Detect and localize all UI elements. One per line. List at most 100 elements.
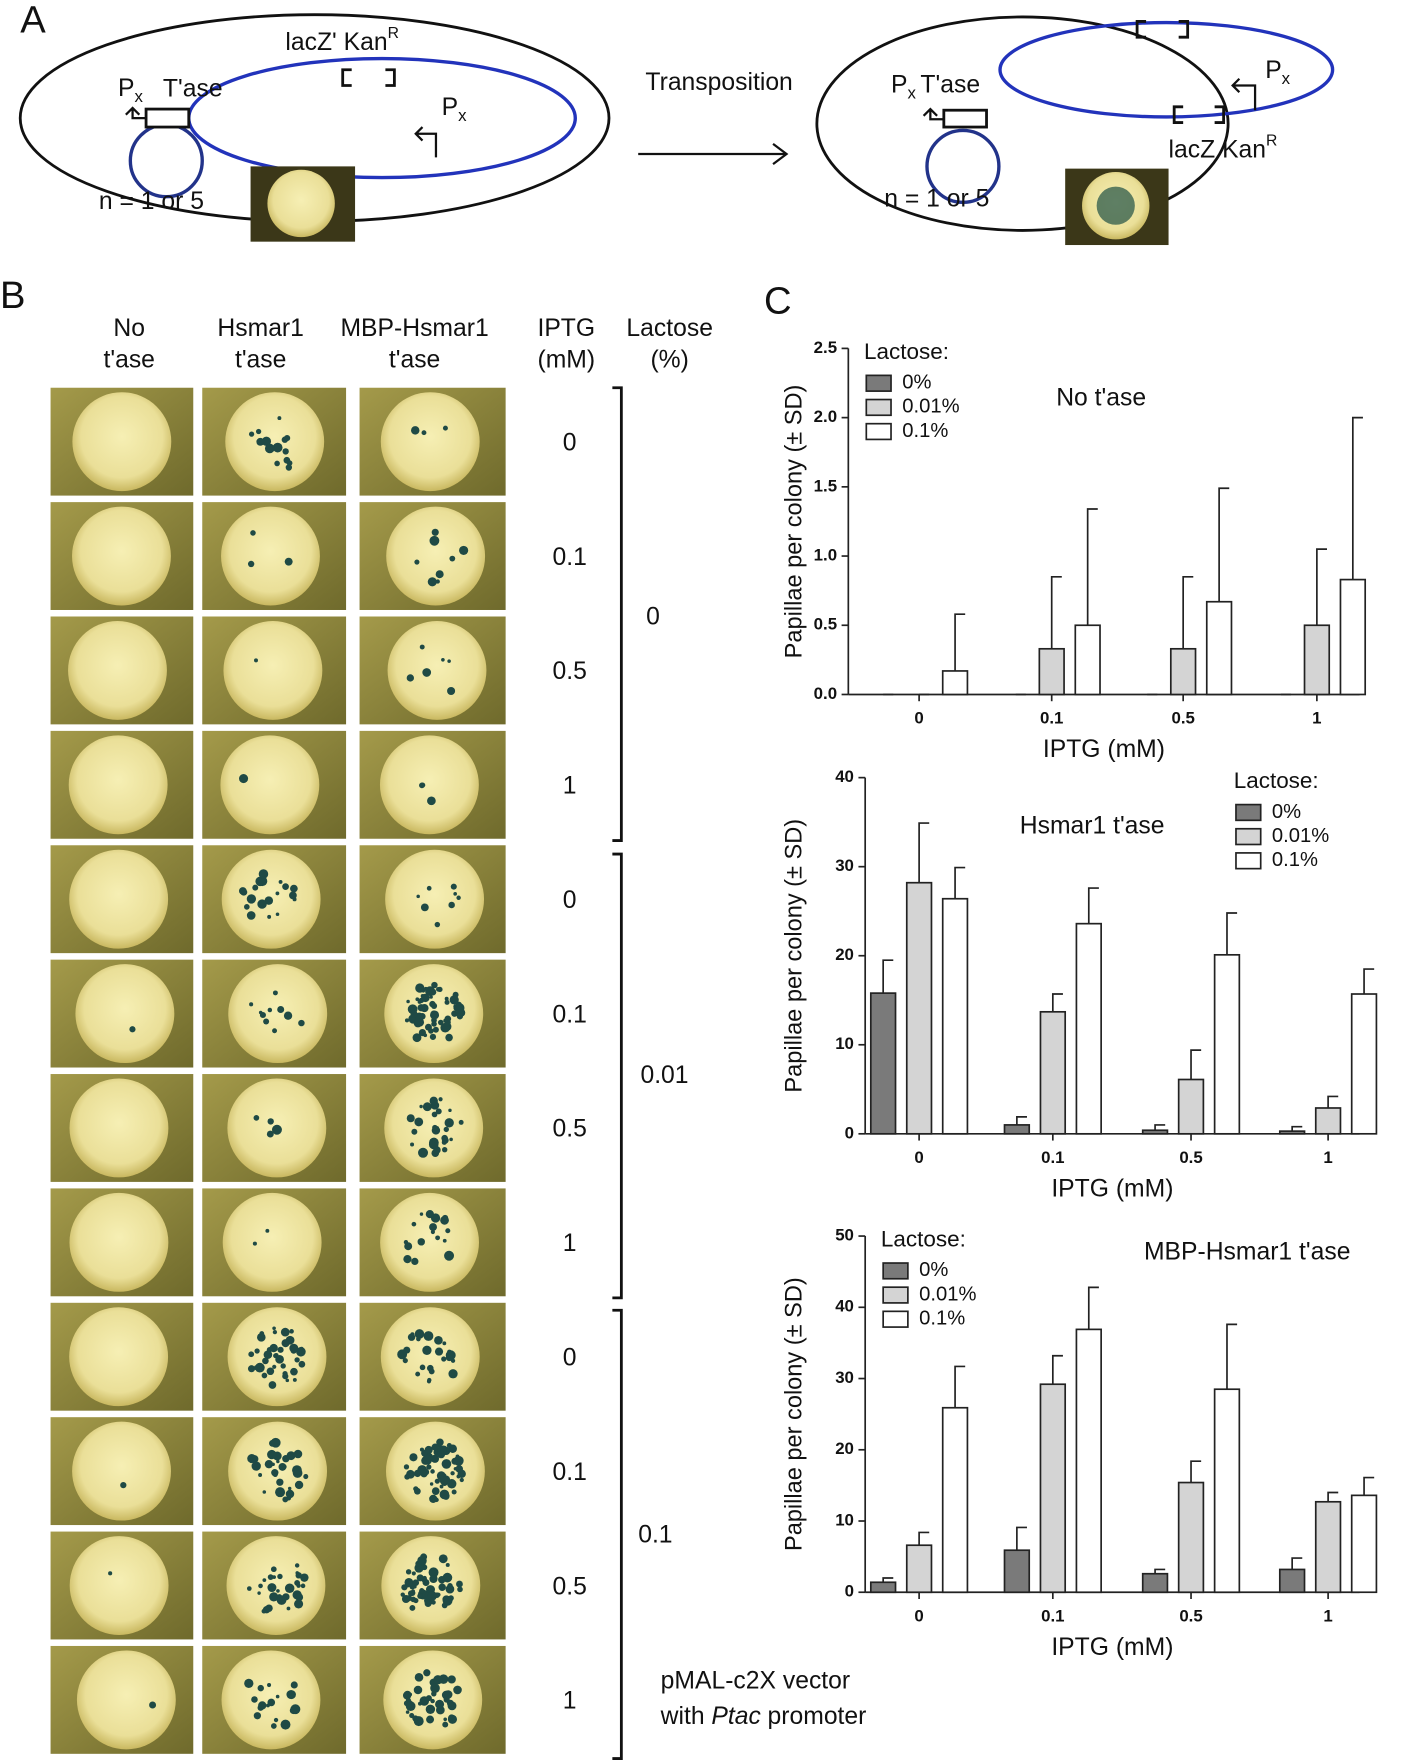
chart-title: MBP-Hsmar1 t'ase <box>1144 1238 1351 1265</box>
papilla <box>450 1358 456 1363</box>
papilla <box>430 1469 435 1474</box>
error-bar <box>1087 1286 1099 1330</box>
error-bar <box>1316 548 1327 626</box>
papilla <box>437 1450 446 1459</box>
papilla <box>269 1592 279 1602</box>
papilla <box>431 1111 438 1118</box>
papilla <box>422 1454 433 1465</box>
papilla <box>428 1139 439 1150</box>
papilla <box>426 885 432 891</box>
colony <box>69 1078 169 1178</box>
legend-title: Lactose: <box>1234 768 1319 793</box>
papilla <box>429 995 433 999</box>
papilla <box>422 1102 432 1112</box>
papilla <box>261 436 272 446</box>
papilla <box>417 1004 425 1012</box>
papilla <box>274 460 280 467</box>
colony-photo <box>202 1531 347 1640</box>
papilla <box>277 1573 283 1580</box>
colony <box>387 620 487 720</box>
y-tick-label: 2.0 <box>814 407 837 426</box>
papilla <box>258 1701 267 1710</box>
papilla <box>287 1486 292 1491</box>
bar <box>1339 578 1367 696</box>
papilla <box>246 894 257 904</box>
papilla <box>409 1604 416 1611</box>
papilla <box>277 1006 285 1014</box>
label: lacZ' Kan <box>285 28 387 55</box>
papilla <box>443 1126 449 1133</box>
papilla <box>432 1124 438 1131</box>
error-bar <box>1190 1049 1202 1080</box>
papilla <box>258 869 269 879</box>
y-tick-label: 50 <box>835 1226 854 1245</box>
colony <box>380 1307 480 1407</box>
papilla <box>430 1229 435 1235</box>
papilla <box>272 1330 278 1335</box>
papilla <box>413 1469 422 1478</box>
papilla <box>270 1437 281 1448</box>
bar <box>1169 647 1197 696</box>
colony-photo <box>50 1074 194 1182</box>
error-bar <box>918 1531 930 1546</box>
papilla <box>294 1563 300 1568</box>
papilla <box>277 416 282 421</box>
iptg-label: 0.5 <box>553 1573 587 1600</box>
papilla <box>262 1357 269 1365</box>
transposon-ends <box>1135 20 1190 39</box>
papilla <box>416 1574 424 1582</box>
papilla <box>269 1343 278 1353</box>
papilla <box>285 464 293 471</box>
papilla <box>445 1562 450 1567</box>
papilla <box>459 1477 464 1483</box>
papilla <box>429 1574 438 1584</box>
papilla <box>402 1357 408 1364</box>
papilla <box>248 431 255 437</box>
papilla <box>247 560 255 568</box>
y-tick-label: 20 <box>835 1439 854 1458</box>
papilla <box>453 1455 464 1466</box>
label: lacZ Kan <box>1169 136 1267 163</box>
papilla <box>272 1364 277 1369</box>
papilla <box>431 1443 439 1451</box>
papilla <box>439 1476 449 1485</box>
papilla <box>412 1715 419 1722</box>
papilla <box>406 1469 415 1479</box>
colony-photo <box>202 1645 347 1754</box>
bar <box>1303 624 1331 696</box>
papilla <box>448 901 455 909</box>
papilla <box>434 921 441 928</box>
papilla <box>429 1223 437 1232</box>
papilla <box>296 1583 301 1588</box>
papilla <box>298 1019 305 1027</box>
papilla <box>271 1124 282 1135</box>
papilla <box>414 1329 425 1339</box>
bar <box>1075 1328 1102 1594</box>
error-bar <box>1327 1095 1339 1108</box>
legend-label: 0.1% <box>1272 849 1318 871</box>
colony <box>220 735 320 835</box>
papilla <box>298 1360 306 1368</box>
papilla <box>410 426 420 435</box>
papilla <box>427 1591 438 1601</box>
papilla <box>404 1242 413 1251</box>
papilla <box>267 914 272 919</box>
papilla <box>438 1441 443 1446</box>
y-axis-label: Papillae per colony (± SD) <box>781 1277 807 1551</box>
column-header: (mM) <box>537 346 595 373</box>
papilla <box>407 1333 416 1341</box>
papilla <box>405 1701 416 1712</box>
papilla <box>411 1589 415 1593</box>
papilla <box>290 1367 298 1376</box>
bar <box>941 670 969 696</box>
papilla <box>282 1455 290 1463</box>
y-tick-label: 10 <box>835 1510 854 1529</box>
colony <box>69 849 169 949</box>
colony <box>228 964 328 1064</box>
column-header: t'ase <box>104 346 155 373</box>
iptg-label: 0.1 <box>553 544 587 571</box>
legend-label: 0.1% <box>902 420 948 442</box>
colony <box>386 506 486 606</box>
label: T'ase <box>163 76 223 103</box>
papilla <box>263 1350 273 1359</box>
